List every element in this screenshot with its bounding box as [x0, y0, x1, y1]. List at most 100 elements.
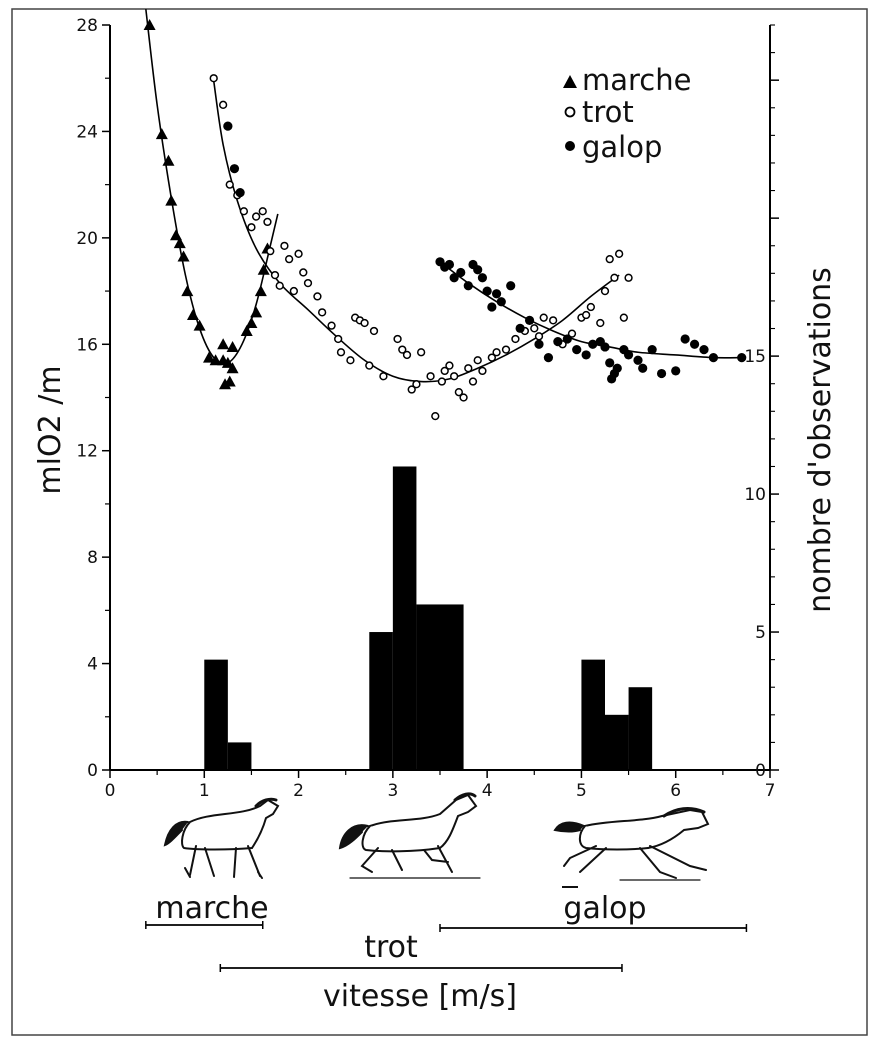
x-tick-label: 4: [482, 781, 493, 801]
point-galop-27: [600, 342, 610, 352]
point-trot-20: [327, 321, 336, 330]
point-trot-27: [365, 361, 374, 370]
histogram-bar-5: [581, 659, 605, 770]
point-trot-58: [567, 329, 577, 338]
x-tick-label: 0: [105, 781, 116, 801]
point-marche-3: [165, 194, 178, 206]
y2-tick-label: 5: [755, 623, 766, 643]
point-marche-9: [193, 319, 206, 331]
x-tick-label: 1: [199, 781, 210, 801]
point-trot-62: [596, 318, 605, 328]
point-trot-44: [464, 364, 473, 373]
legend-label-marche: marche: [582, 63, 691, 97]
point-marche-21: [250, 306, 263, 318]
legend-marker-galop: [565, 141, 575, 151]
point-marche-16: [223, 375, 236, 387]
point-galop-18: [524, 315, 535, 325]
y-tick-label: 20: [76, 229, 98, 249]
point-marche-5: [173, 237, 186, 249]
gait-label-galop: galop: [563, 891, 646, 926]
legend-label-trot: trot: [582, 95, 634, 129]
point-trot-15: [294, 249, 303, 258]
horse-trot-drawing: [338, 792, 481, 879]
point-trot-63: [600, 286, 610, 296]
point-trot-54: [534, 332, 544, 341]
point-galop-38: [671, 366, 681, 376]
point-galop-28: [605, 358, 615, 368]
x-tick-label: 5: [576, 781, 587, 801]
point-galop-40: [689, 339, 700, 349]
point-trot-35: [416, 348, 426, 357]
point-marche-1: [155, 128, 168, 140]
point-galop-24: [581, 350, 591, 360]
point-galop-16: [506, 281, 516, 291]
y-tick-label: 24: [76, 122, 98, 142]
point-trot-17: [303, 278, 313, 288]
point-trot-21: [334, 334, 343, 344]
y-tick-label: 8: [87, 548, 98, 568]
point-trot-16: [299, 268, 308, 277]
histogram-bar-4: [416, 604, 464, 770]
point-trot-8: [263, 217, 272, 227]
data-points: [143, 19, 747, 421]
y-tick-label: 0: [87, 761, 98, 781]
point-galop-11: [477, 273, 488, 283]
point-trot-19: [317, 308, 327, 317]
point-trot-11: [275, 281, 284, 290]
point-galop-34: [633, 355, 643, 365]
point-galop-41: [699, 345, 709, 355]
point-trot-68: [624, 273, 633, 282]
point-galop-19: [534, 339, 544, 349]
y2-tick-label: 10: [744, 485, 766, 505]
point-trot-13: [284, 254, 294, 264]
point-galop-8: [463, 281, 473, 291]
point-marche-2: [162, 154, 175, 166]
point-galop-20: [543, 352, 554, 363]
point-trot-67: [619, 313, 629, 322]
point-trot-36: [426, 372, 435, 381]
point-marche-7: [181, 285, 194, 297]
point-trot-30: [393, 334, 402, 344]
y-axis-title: mlO2 /m: [33, 365, 68, 494]
y-tick-label: 12: [76, 442, 98, 462]
point-marche-18: [226, 340, 239, 352]
point-trot-39: [440, 366, 449, 376]
point-marche-8: [186, 309, 199, 321]
point-trot-46: [473, 356, 482, 365]
point-galop-23: [572, 345, 582, 355]
point-trot-48: [487, 353, 497, 362]
histogram-bars: [204, 466, 653, 770]
point-galop-33: [623, 350, 634, 360]
point-galop-17: [515, 323, 525, 333]
point-galop-39: [680, 334, 690, 344]
point-trot-7: [258, 207, 267, 216]
legend-marker-trot: [564, 106, 576, 118]
point-marche-14: [226, 362, 239, 374]
point-trot-5: [247, 223, 256, 232]
point-galop-35: [638, 363, 648, 373]
point-trot-45: [468, 377, 478, 386]
y-tick-label: 16: [76, 335, 98, 355]
x-axis-title: vitesse [m/s]: [323, 979, 517, 1014]
x-tick-label: 3: [387, 781, 398, 801]
y-tick-label: 28: [76, 16, 98, 36]
point-trot-4: [239, 207, 249, 216]
figure-border: [11, 8, 868, 1036]
point-trot-2: [225, 180, 234, 189]
point-galop-2: [235, 188, 245, 198]
point-trot-43: [459, 393, 468, 402]
point-marche-23: [257, 263, 270, 275]
point-marche-4: [170, 229, 182, 241]
point-galop-25: [588, 339, 598, 349]
point-marche-19: [240, 324, 253, 336]
point-trot-37: [431, 411, 440, 421]
point-galop-14: [491, 289, 502, 299]
point-galop-12: [482, 286, 492, 296]
histogram-bar-3: [392, 466, 417, 770]
point-trot-29: [379, 372, 388, 381]
point-trot-14: [289, 286, 299, 296]
x-tick-label: 7: [765, 781, 776, 801]
point-galop-21: [553, 337, 563, 347]
point-marche-13: [221, 356, 234, 368]
